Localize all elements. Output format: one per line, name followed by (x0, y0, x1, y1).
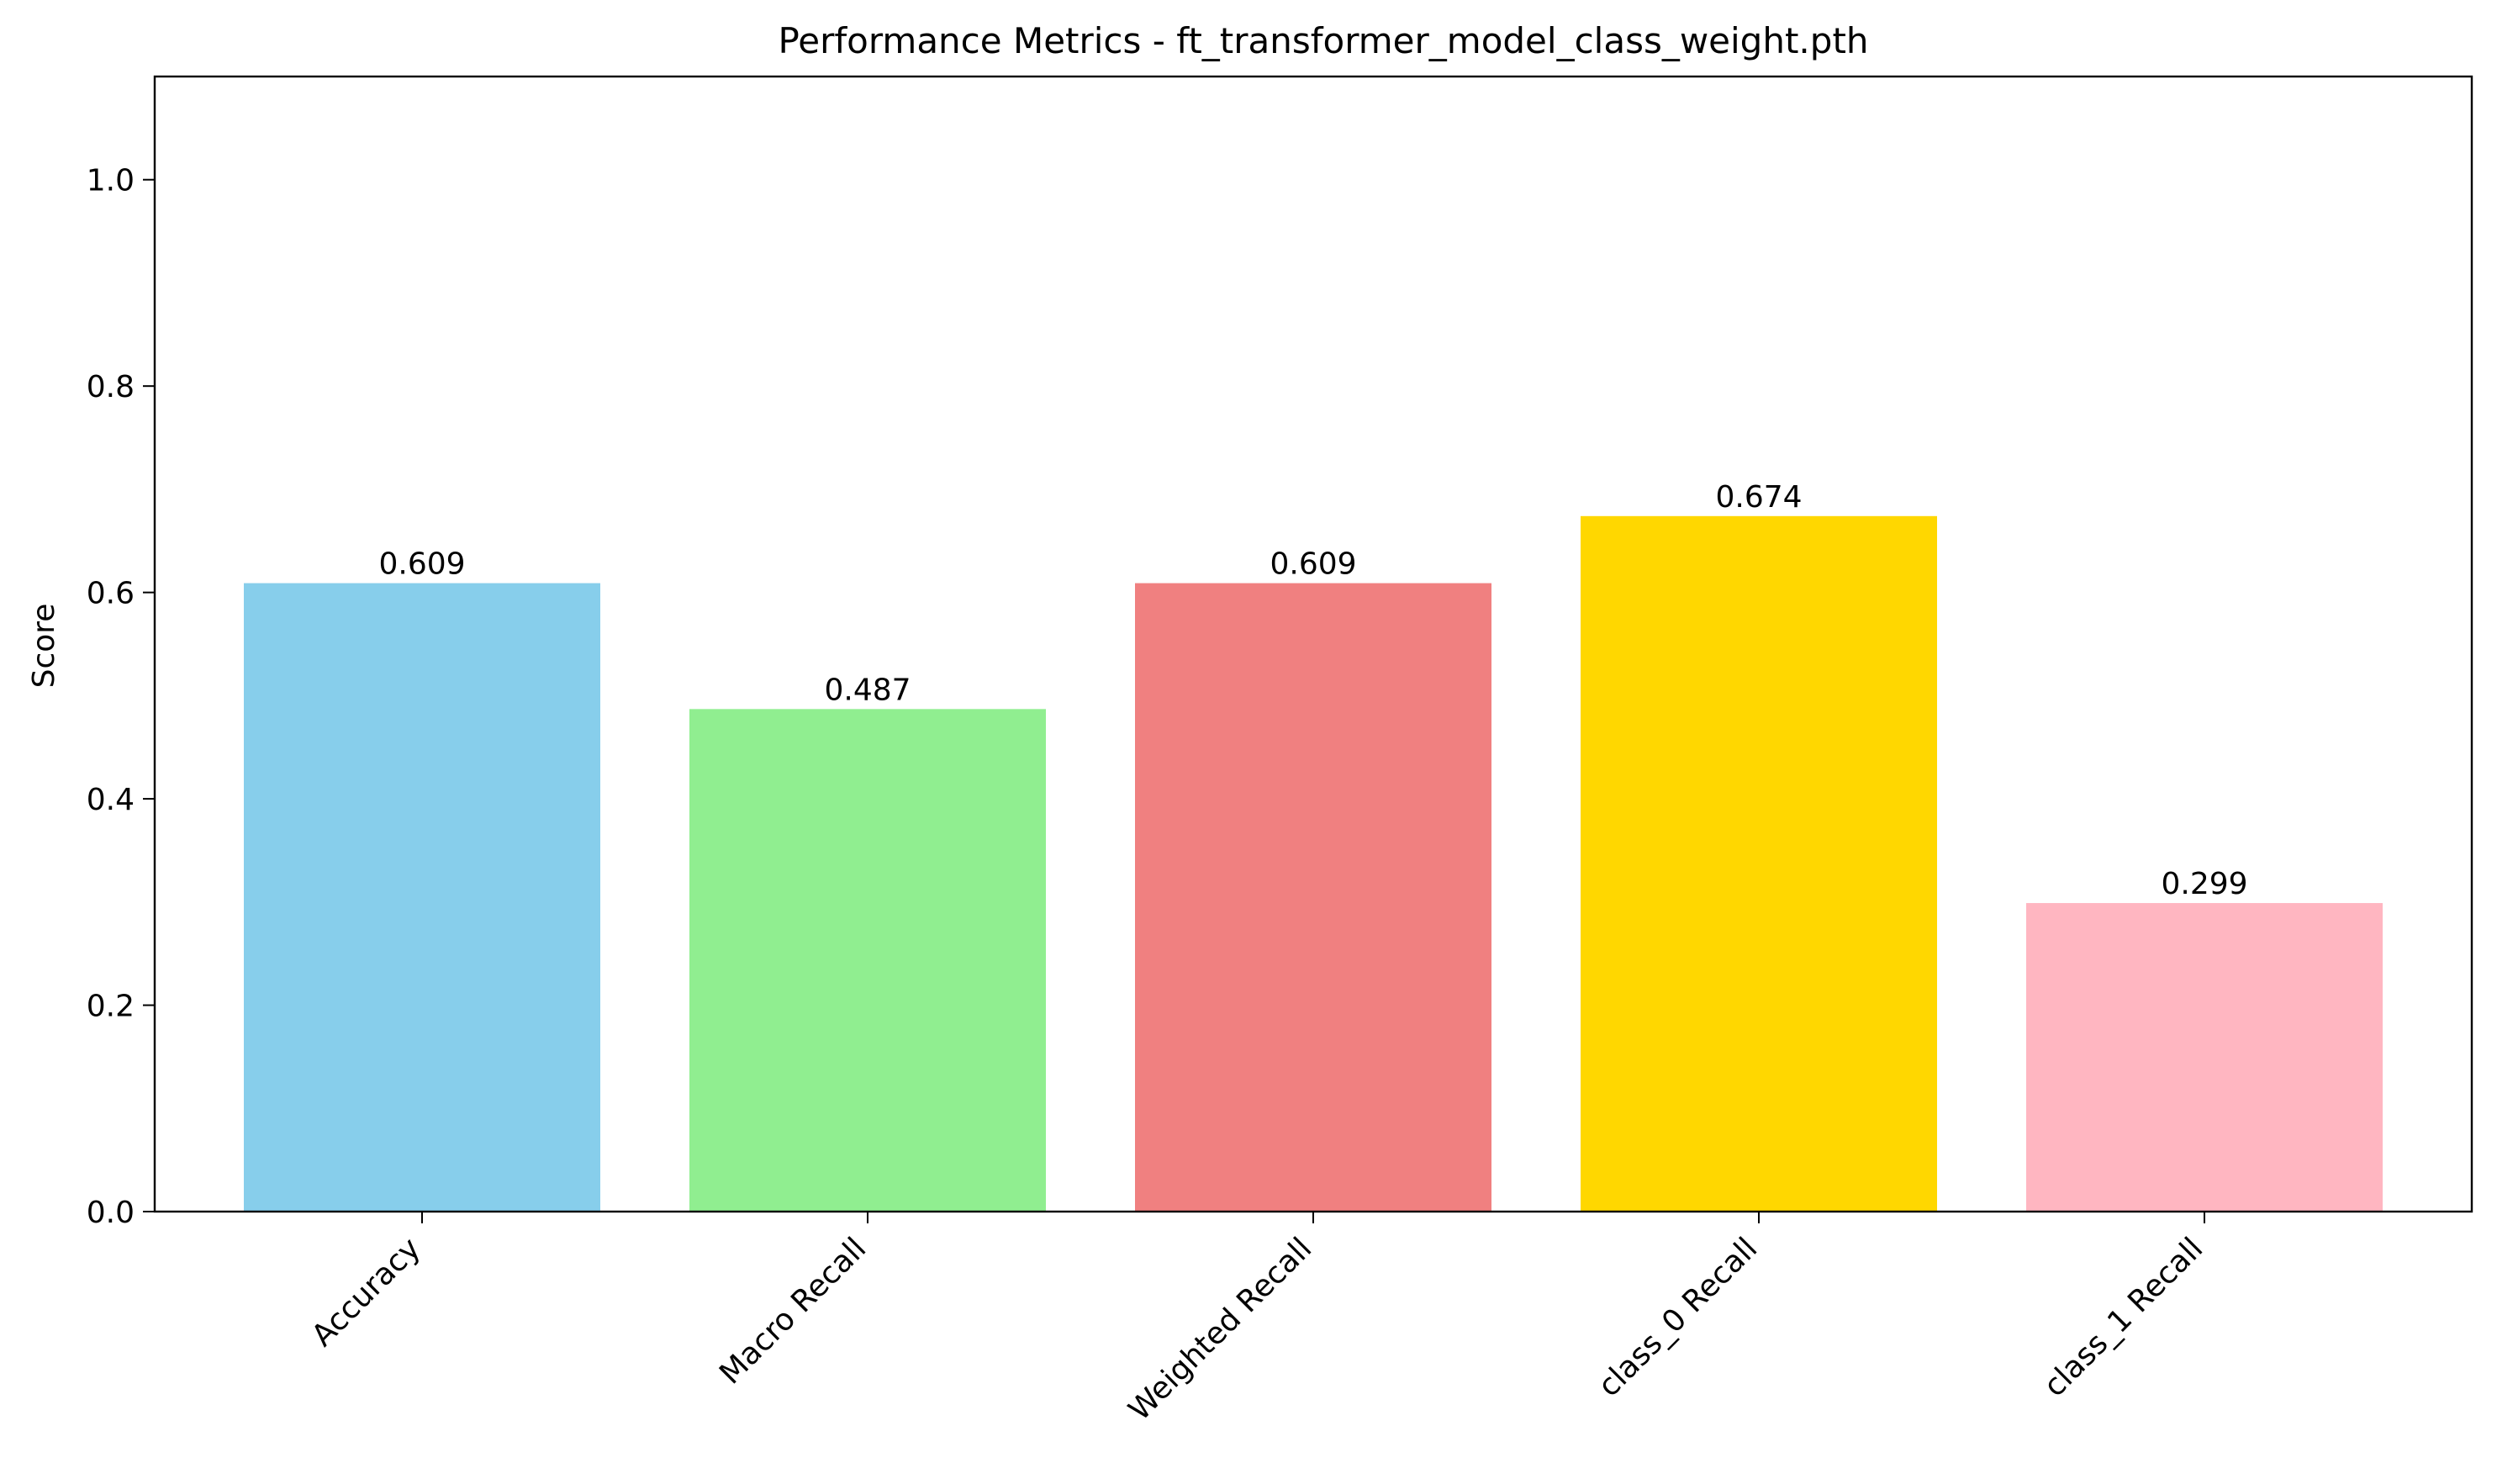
y-tick-label: 1.0 (87, 164, 135, 198)
x-axis-ticks: Accuracy Macro Recall Weighted Recall class… (305, 1212, 2209, 1428)
value-label: 0.299 (2161, 867, 2247, 901)
bar-weighted-recall (1135, 583, 1491, 1212)
y-axis-ticks: 0.0 0.2 0.4 0.6 0.8 1.0 (87, 164, 155, 1230)
y-axis-label: Score (27, 604, 61, 689)
chart-title: Performance Metrics - ft_transformer_mod… (778, 20, 1868, 61)
value-label: 0.674 (1715, 480, 1802, 515)
y-tick-label: 0.4 (87, 783, 135, 817)
value-label: 0.487 (824, 673, 911, 707)
bars-layer (244, 515, 2383, 1212)
x-tick-label: Accuracy (305, 1231, 427, 1353)
y-tick-label: 0.0 (87, 1196, 135, 1230)
x-tick-label: Weighted Recall (1122, 1231, 1319, 1428)
bar-class-1-recall (2026, 903, 2383, 1212)
value-label: 0.609 (1270, 547, 1356, 582)
y-tick-label: 0.6 (87, 577, 135, 611)
x-tick-label: class_1 Recall (2037, 1231, 2209, 1403)
x-tick-label: class_0 Recall (1592, 1231, 1764, 1403)
value-labels-layer: 0.609 0.487 0.609 0.674 0.299 (378, 480, 2247, 901)
y-tick-label: 0.2 (87, 990, 135, 1024)
bar-class-0-recall (1581, 515, 1937, 1212)
bar-macro-recall (689, 709, 1046, 1212)
x-tick-label: Macro Recall (713, 1231, 873, 1391)
plot-frame (153, 75, 2473, 1213)
y-tick-label: 0.8 (87, 370, 135, 404)
bar-accuracy (244, 583, 600, 1212)
value-label: 0.609 (378, 547, 465, 582)
